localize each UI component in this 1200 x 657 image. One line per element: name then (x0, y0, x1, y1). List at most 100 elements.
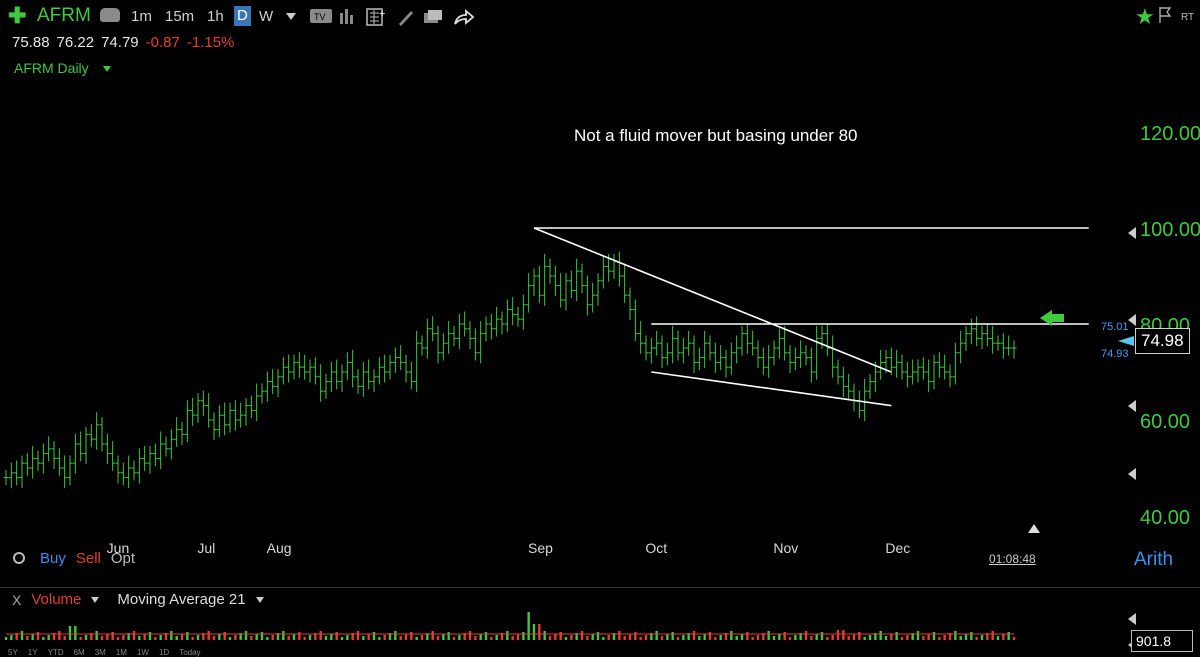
ohlc-bar (472, 328, 478, 361)
volume-bar (815, 634, 818, 640)
chart-title-dropdown-icon[interactable] (103, 66, 111, 72)
sell-button[interactable]: Sell (75, 550, 101, 567)
volume-bar (228, 637, 232, 640)
ohlc-bar (499, 311, 505, 335)
ohlc-bar (835, 359, 841, 385)
timeframe-1m[interactable]: 1m (131, 8, 152, 25)
volume-bar (175, 636, 178, 640)
volume-bar (751, 637, 754, 640)
volume-value-box: 901.8 (1131, 630, 1193, 652)
volume-bar (735, 636, 738, 640)
ohlc-bar (547, 258, 553, 284)
ohlc-bar (51, 441, 57, 469)
ohlc-bar (238, 402, 244, 428)
volume-study-label[interactable]: Volume (31, 591, 82, 608)
ohlc-bar (680, 337, 686, 364)
ohlc-bar (686, 330, 692, 356)
volume-bar (74, 626, 77, 640)
axis-marker-icon (1128, 400, 1136, 412)
buy-button[interactable]: Buy (40, 550, 66, 567)
timeframe-daily[interactable]: D (234, 6, 251, 26)
ohlc-bar (8, 462, 14, 489)
ohlc-bar (488, 313, 494, 340)
range-3m[interactable]: 3M (94, 648, 106, 657)
bar-chart-icon[interactable] (339, 7, 357, 25)
ohlc-bar (403, 354, 409, 383)
range-ytd[interactable]: YTD (47, 648, 64, 657)
volume-bar (63, 636, 66, 640)
moving-average-dropdown-icon[interactable] (255, 596, 264, 603)
alert-icon[interactable] (100, 8, 120, 22)
volume-bar (127, 633, 130, 640)
ohlc-bar (94, 412, 100, 450)
volume-bar (682, 635, 685, 640)
ohlc-bar (819, 325, 825, 349)
volume-bar (607, 635, 610, 640)
scale-mode-button[interactable]: Arith (1134, 549, 1174, 570)
volume-bar (239, 633, 242, 640)
range-1y[interactable]: 1Y (27, 648, 38, 657)
volume-bar (36, 632, 40, 640)
range-1w[interactable]: 1W (136, 648, 149, 657)
flag-icon[interactable] (1158, 6, 1172, 24)
scroll-up-icon[interactable] (1028, 524, 1040, 533)
lower-support-line[interactable] (651, 371, 892, 407)
volume-bar (868, 635, 872, 640)
moving-average-label[interactable]: Moving Average 21 (117, 591, 246, 608)
layers-icon[interactable] (422, 7, 444, 27)
volume-bar (644, 635, 648, 640)
volume-bar (490, 637, 493, 640)
timeframe-15m[interactable]: 15m (165, 8, 195, 25)
range-5y[interactable]: 5Y (8, 648, 18, 657)
ohlc-bar (888, 347, 894, 375)
ohlc-bar (24, 453, 30, 476)
volume-bar (842, 630, 845, 640)
volume-bar (330, 634, 333, 640)
options-button[interactable]: Opt (110, 550, 136, 567)
time-axis-label: Oct (645, 540, 667, 556)
chart-title[interactable]: AFRM Daily (14, 60, 89, 76)
volume-bar (975, 637, 978, 640)
ohlc-bar (654, 330, 660, 356)
ohlc-bar (1011, 340, 1017, 359)
volume-bar (522, 632, 525, 640)
ohlc-bar (1006, 335, 1012, 356)
volume-dropdown-icon[interactable] (91, 596, 100, 603)
ohlc-bar (995, 335, 1001, 351)
timeframe-1h[interactable]: 1h (207, 8, 224, 25)
ohlc-bar (296, 352, 302, 378)
volume-bar (223, 632, 226, 640)
descending-trendline[interactable] (533, 227, 892, 373)
ohlc-bar (526, 273, 532, 313)
volume-bar (708, 632, 712, 640)
ohlc-bar (88, 424, 94, 447)
favorite-star-icon[interactable]: ★ (1135, 4, 1155, 29)
tv-icon[interactable]: TV (309, 7, 333, 25)
timeframe-dropdown-icon[interactable] (286, 13, 296, 20)
volume-bar (452, 637, 456, 640)
realtime-label: RT (1181, 12, 1195, 23)
pencil-icon[interactable] (396, 7, 416, 27)
range-1m[interactable]: 1M (115, 648, 127, 657)
ohlc-bar (451, 325, 457, 347)
settings-icon[interactable] (8, 550, 30, 566)
calculator-icon[interactable]: + (365, 7, 387, 27)
volume-bar (90, 633, 93, 640)
quote-high: 76.22 (56, 34, 95, 51)
volume-bar (703, 634, 706, 640)
ohlc-bar (771, 340, 777, 366)
close-volume-button[interactable]: X (12, 591, 22, 608)
add-symbol-icon[interactable]: ✚ (8, 3, 27, 28)
price-axis-label: 40.00 (1140, 507, 1190, 529)
volume-bar (95, 631, 98, 640)
ohlc-bar (179, 421, 185, 445)
range-today[interactable]: Today (179, 648, 201, 657)
ohlc-bar (872, 361, 878, 393)
timeframe-weekly[interactable]: W (259, 8, 274, 25)
range-6m[interactable]: 6M (73, 648, 85, 657)
symbol-label[interactable]: AFRM (37, 5, 91, 26)
range-1d[interactable]: 1D (158, 648, 170, 657)
share-icon[interactable] (452, 7, 476, 27)
